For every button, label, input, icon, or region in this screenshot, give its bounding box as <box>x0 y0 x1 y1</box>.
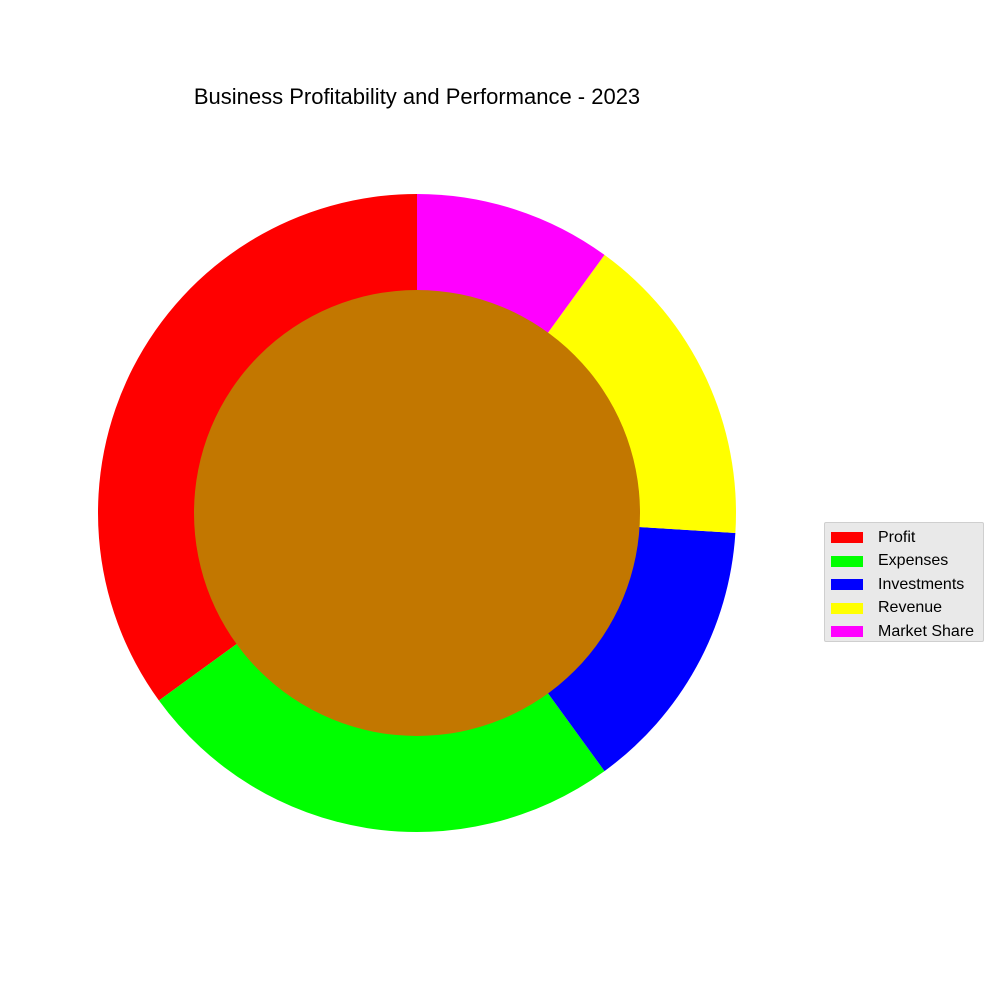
legend-label-expenses: Expenses <box>878 552 948 570</box>
legend-swatch-market-share <box>831 626 863 637</box>
legend-item-expenses: Expenses <box>831 550 983 574</box>
donut-center <box>194 290 640 736</box>
legend-label-market-share: Market Share <box>878 623 974 641</box>
legend-swatch-investments <box>831 579 863 590</box>
legend-item-revenue: Revenue <box>831 597 983 621</box>
chart-legend: Profit Expenses Investments Revenue Market S… <box>824 522 984 642</box>
legend-item-investments: Investments <box>831 573 983 597</box>
legend-label-investments: Investments <box>878 576 964 594</box>
legend-item-market-share: Market Share <box>831 620 983 644</box>
legend-item-profit: Profit <box>831 526 983 550</box>
legend-label-profit: Profit <box>878 529 915 547</box>
legend-label-revenue: Revenue <box>878 599 942 617</box>
legend-swatch-profit <box>831 532 863 543</box>
legend-swatch-expenses <box>831 556 863 567</box>
legend-swatch-revenue <box>831 603 863 614</box>
